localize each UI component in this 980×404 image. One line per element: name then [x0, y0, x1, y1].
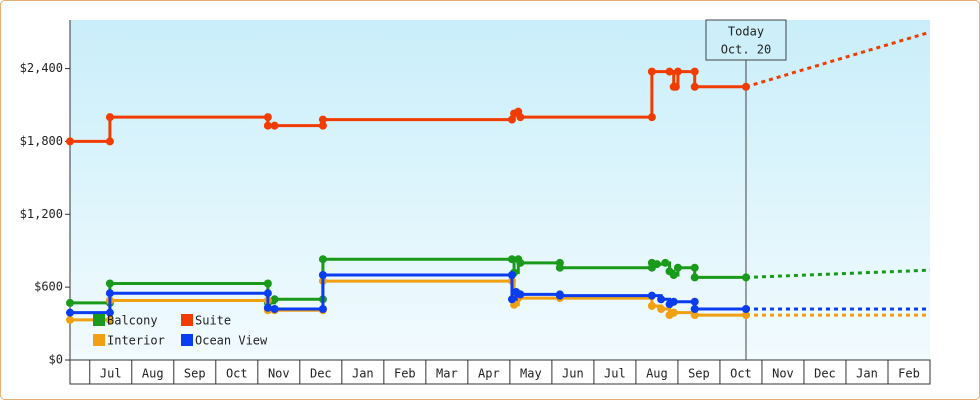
legend-swatch — [93, 314, 105, 326]
point — [690, 311, 699, 320]
x-tick-label: Aug — [646, 367, 668, 381]
point — [507, 295, 516, 304]
point — [741, 311, 750, 320]
y-tick-label: $600 — [34, 280, 63, 294]
point — [507, 271, 516, 279]
point — [105, 137, 114, 146]
legend-swatch — [181, 334, 193, 346]
x-tick-label: Oct — [730, 367, 752, 381]
point — [105, 113, 114, 122]
x-tick-label: Dec — [310, 367, 332, 381]
y-tick-label: $1,200 — [20, 207, 63, 221]
legend-label: Balcony — [107, 314, 158, 328]
point — [741, 82, 750, 91]
x-tick-label: Nov — [268, 367, 290, 381]
point — [647, 301, 656, 310]
x-tick-label: Dec — [814, 367, 836, 381]
point — [673, 263, 682, 272]
point — [690, 82, 699, 91]
legend-swatch — [181, 314, 193, 326]
point — [516, 258, 525, 267]
point — [516, 113, 525, 122]
today-box — [705, 19, 787, 61]
point — [647, 113, 656, 122]
point — [263, 303, 272, 312]
point — [105, 315, 114, 324]
point — [318, 255, 327, 264]
point — [665, 67, 674, 76]
y-tick-label: $1,800 — [20, 134, 63, 148]
point — [66, 315, 74, 324]
point — [741, 305, 750, 313]
point — [318, 305, 327, 313]
point — [270, 305, 279, 313]
point — [516, 290, 525, 299]
y-tick-label: $2,400 — [20, 61, 63, 75]
forecast-line — [745, 268, 931, 279]
point — [507, 255, 516, 264]
point — [669, 271, 678, 279]
point — [318, 121, 327, 130]
legend-label: Interior — [107, 334, 165, 348]
x-tick-label: Jan — [856, 367, 878, 381]
point — [671, 82, 680, 91]
legend-label: Ocean View — [195, 334, 268, 348]
today-label: Today — [728, 25, 764, 39]
point — [66, 298, 74, 307]
point — [652, 260, 661, 269]
point — [669, 308, 678, 317]
x-tick-label: Jul — [604, 367, 626, 381]
point — [690, 273, 699, 282]
x-tick-label: Jan — [352, 367, 374, 381]
x-tick-label: Mar — [436, 367, 458, 381]
point — [661, 258, 670, 267]
x-tick-label: Nov — [772, 367, 794, 381]
point — [270, 121, 279, 130]
point — [647, 67, 656, 76]
point — [105, 279, 114, 288]
point — [270, 295, 279, 304]
point — [647, 291, 656, 300]
x-axis-band — [69, 359, 931, 385]
point — [690, 67, 699, 76]
point — [66, 137, 74, 146]
x-tick-label: Sep — [184, 367, 206, 381]
point — [690, 297, 699, 306]
point — [105, 289, 114, 298]
point — [507, 115, 516, 124]
point — [673, 67, 682, 76]
point — [669, 297, 678, 306]
point — [105, 308, 114, 317]
point — [690, 263, 699, 272]
point — [318, 271, 327, 279]
legend-label: Suite — [195, 314, 231, 328]
legend-swatch — [93, 334, 105, 346]
point — [657, 295, 666, 304]
x-tick-label: Jul — [100, 367, 122, 381]
point — [555, 263, 564, 272]
point — [318, 115, 327, 124]
today-label: Oct. 20 — [721, 43, 772, 57]
x-tick-label: Aug — [142, 367, 164, 381]
y-tick-label: $0 — [49, 353, 63, 367]
point — [555, 291, 564, 300]
x-tick-label: May — [520, 367, 542, 381]
point — [263, 279, 272, 288]
point — [263, 289, 272, 298]
x-tick-label: Jun — [562, 367, 584, 381]
point — [657, 305, 666, 313]
x-tick-label: Feb — [394, 367, 416, 381]
point — [263, 113, 272, 122]
point — [690, 305, 699, 313]
plot-area — [70, 20, 930, 360]
x-tick-label: Feb — [898, 367, 920, 381]
point — [66, 308, 74, 317]
point — [263, 121, 272, 130]
x-tick-label: Apr — [478, 367, 500, 381]
x-tick-label: Oct — [226, 367, 248, 381]
x-tick-label: Sep — [688, 367, 710, 381]
point — [741, 273, 750, 282]
